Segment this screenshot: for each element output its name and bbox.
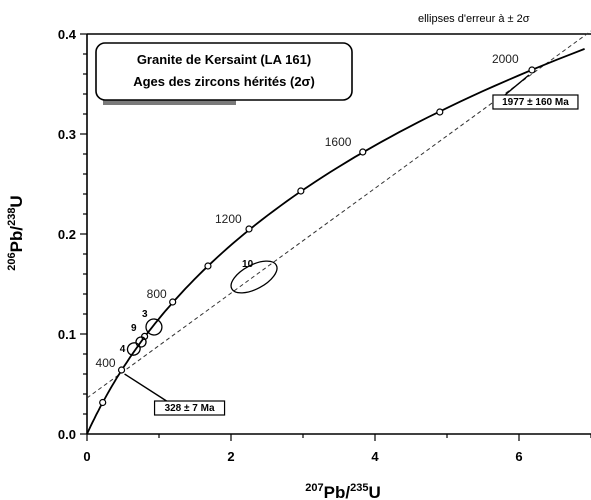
y-tick-label: 0.0 — [58, 427, 76, 442]
x-axis-label: 207Pb/235U — [305, 482, 380, 500]
ellipse-label: 10 — [242, 259, 254, 270]
y-tick-label: 0.4 — [58, 27, 77, 42]
concordia-age-label: 400 — [96, 356, 116, 370]
y-axis-label-base1: Pb/ — [7, 226, 26, 253]
concordia-age-marker — [245, 225, 253, 233]
concordia-age-marker — [359, 148, 367, 156]
concordia-curve — [86, 48, 585, 435]
concordia-age-label: 800 — [147, 287, 167, 301]
intercept-arrow — [504, 74, 530, 96]
ellipse-label: 3 — [142, 309, 148, 320]
y-tick-label: 0.2 — [58, 227, 76, 242]
concordia-age-marker — [169, 298, 177, 306]
error-ellipse — [145, 318, 163, 336]
ellipse-label: 9 — [131, 323, 137, 334]
concordia-age-label: 1600 — [325, 135, 352, 149]
intercept-arrow — [124, 373, 167, 402]
error-ellipse-note: ellipses d'erreur à ± 2σ — [418, 13, 530, 25]
chart-title-line1: Granite de Kersaint (LA 161) — [137, 52, 311, 67]
x-axis-label-base2: U — [368, 483, 380, 500]
error-ellipse — [230, 260, 278, 294]
y-tick-label: 0.3 — [58, 127, 76, 142]
y-axis-label-sup2: 238 — [6, 208, 18, 226]
concordia-age-marker — [117, 366, 126, 374]
title-box: Granite de Kersaint (LA 161) Ages des zi… — [95, 42, 353, 105]
x-tick-label: 0 — [83, 449, 90, 464]
intercept-label-box — [153, 400, 226, 416]
concordia-age-marker — [204, 262, 212, 270]
concordia-age-marker — [528, 66, 536, 74]
error-ellipse — [126, 342, 141, 356]
intercept-label-box — [492, 94, 579, 110]
title-box-frame — [95, 42, 353, 101]
ellipse-label: 4 — [120, 344, 126, 355]
x-axis-label-base1: Pb/ — [324, 483, 351, 500]
concordia-age-marker — [99, 398, 107, 407]
x-tick-label: 2 — [227, 449, 234, 464]
x-tick-label: 4 — [371, 449, 379, 464]
x-tick-label: 6 — [515, 449, 522, 464]
concordia-age-marker — [297, 187, 305, 195]
concordia-age-label: 2000 — [492, 52, 519, 66]
intercept-label: 1977 ± 160 Ma — [502, 97, 569, 108]
discordia-line — [86, 30, 591, 399]
x-axis-label-sup2: 235 — [350, 482, 368, 494]
plot-area: 400 800 1200 1600 2000 493 10 328 ± 7 Ma 1977 ± … — [86, 30, 591, 435]
chart-title-line2: Ages des zircons hérités (2σ) — [133, 74, 315, 89]
y-axis-label-base2: U — [7, 195, 26, 207]
y-axis-label-sup1: 206 — [6, 252, 18, 270]
x-axis-label-sup1: 207 — [305, 482, 323, 494]
y-axis-label: 206Pb/238U — [6, 195, 26, 270]
intercept-label: 328 ± 7 Ma — [165, 403, 215, 414]
title-box-shadow — [103, 97, 236, 105]
concordia-age-marker — [436, 108, 444, 116]
axes: 0 2 4 6 0.0 0.1 0.2 0.3 0.4 — [58, 27, 591, 464]
concordia-age-label: 1200 — [215, 212, 242, 226]
error-ellipse — [135, 336, 147, 348]
y-tick-label: 0.1 — [58, 327, 76, 342]
